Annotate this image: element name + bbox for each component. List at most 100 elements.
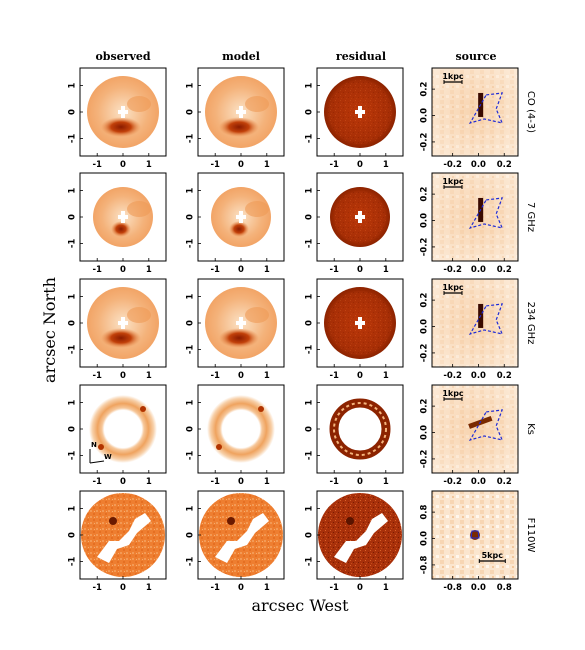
row-label: F110W <box>525 518 536 553</box>
x-tick-label: 0 <box>120 371 126 381</box>
caustic-curve <box>468 409 504 441</box>
north-label: N <box>91 441 97 449</box>
x-tick-label: -1 <box>329 265 339 275</box>
y-tick-label: 0 <box>186 532 196 538</box>
x-tick-label: 0.2 <box>497 371 512 381</box>
x-tick-label: 1 <box>383 477 389 487</box>
col-title-observed: observed <box>95 50 150 63</box>
x-tick-label: 0.2 <box>497 477 512 487</box>
source-texture <box>432 279 518 367</box>
masked-center <box>355 317 365 329</box>
y-tick-label: -0.2 <box>420 133 430 152</box>
ring-knot-sw <box>216 444 222 450</box>
panel-source-row-3: -0.2 0.0 0.2 0.2 0.0 -0.2 1kpc 234 GHz <box>420 278 536 381</box>
lensed-arc-south <box>101 117 141 137</box>
panel-observed-row-5: -1 0 1 1 0 -1 <box>68 490 167 593</box>
y-tick-label: 1 <box>186 400 196 406</box>
x-tick-label: 0 <box>238 371 244 381</box>
y-tick-label: 0.0 <box>420 425 430 440</box>
y-tick-label: -1 <box>186 345 196 355</box>
y-tick-label: 0 <box>305 109 315 115</box>
y-tick-label: 1 <box>305 188 315 194</box>
panel-frame <box>431 384 519 474</box>
panel-grid: -1 0 1 1 0 -1 -1 0 1 1 0 -1 -1 0 1 1 0 -1 -0.2 0.0 0.2 0.2 0.0… <box>68 67 536 593</box>
x-tick-label: -1 <box>329 371 339 381</box>
x-tick-label: 0 <box>238 477 244 487</box>
y-tick-label: 1 <box>68 294 78 300</box>
x-tick-label: 1 <box>383 583 389 593</box>
x-tick-label: 0 <box>357 160 363 170</box>
x-tick-label: -1 <box>210 583 220 593</box>
y-tick-label: 0 <box>68 320 78 326</box>
y-tick-label: -1 <box>305 239 315 249</box>
y-tick-label: 0 <box>68 426 78 432</box>
x-tick-label: -0.8 <box>443 583 462 593</box>
panel-source-row-4: -0.2 0.0 0.2 0.2 0.0 -0.2 1kpc Ks <box>420 384 536 487</box>
x-tick-label: -1 <box>92 371 102 381</box>
panel-source-row-2: -0.2 0.0 0.2 0.2 0.0 -0.2 1kpc 7 GHz <box>420 172 536 275</box>
masked-center <box>236 317 246 329</box>
x-tick-label: 0 <box>238 265 244 275</box>
masked-lens-galaxy <box>334 513 388 563</box>
y-tick-label: -1 <box>186 557 196 567</box>
y-tick-label: 1 <box>305 294 315 300</box>
panel-model-row-1: -1 0 1 1 0 -1 <box>186 67 285 170</box>
row-label: Ks <box>525 423 536 435</box>
x-tick-label: -1 <box>92 583 102 593</box>
y-tick-label: 1 <box>68 83 78 89</box>
x-tick-label: 0.0 <box>471 371 486 381</box>
y-tick-label: -1 <box>305 451 315 461</box>
panel-source-row-5: -0.8 0.0 0.8 0.8 0.0 -0.8 5kpc F110W <box>420 490 536 593</box>
x-tick-label: -1 <box>210 265 220 275</box>
x-tick-label: 1 <box>146 477 152 487</box>
row-label: CO (4-3) <box>525 91 536 133</box>
x-tick-label: -1 <box>92 160 102 170</box>
x-tick-label: 1 <box>383 160 389 170</box>
x-tick-label: 1 <box>146 371 152 381</box>
x-tick-label: -1 <box>210 477 220 487</box>
panel-residual-row-3: -1 0 1 1 0 -1 <box>305 278 404 381</box>
y-tick-label: 0 <box>68 532 78 538</box>
panel-frame <box>431 67 519 157</box>
compass: NW <box>89 441 112 464</box>
panel-observed-row-3: -1 0 1 1 0 -1 <box>68 278 167 381</box>
lensed-arc-east <box>127 307 151 323</box>
x-tick-label: 0 <box>357 477 363 487</box>
residual-noise-field <box>318 493 402 577</box>
lensed-arc-east <box>127 201 151 217</box>
y-tick-label: 1 <box>68 400 78 406</box>
x-tick-label: 0.0 <box>471 160 486 170</box>
ring-knot-ne <box>140 406 146 412</box>
x-tick-label: -1 <box>329 160 339 170</box>
lensed-arc-east <box>245 201 269 217</box>
x-tick-label: 0 <box>357 265 363 275</box>
masked-lens-galaxy <box>97 513 151 563</box>
y-tick-label: 0 <box>305 320 315 326</box>
x-tick-label: -0.2 <box>443 371 462 381</box>
x-tick-label: -0.2 <box>443 477 462 487</box>
panel-observed-row-2: -1 0 1 1 0 -1 <box>68 172 167 275</box>
ring-knot-ne <box>258 406 264 412</box>
x-tick-label: 1 <box>264 583 270 593</box>
panel-observed-row-4: -1 0 1 1 0 -1 NW <box>68 384 167 487</box>
scale-bar-label: 1kpc <box>442 177 464 186</box>
x-tick-label: -0.2 <box>443 160 462 170</box>
y-tick-label: -1 <box>68 451 78 461</box>
x-tick-label: 0 <box>357 583 363 593</box>
masked-center <box>236 106 246 118</box>
panel-model-row-5: -1 0 1 1 0 -1 <box>186 490 285 593</box>
x-tick-label: 1 <box>264 265 270 275</box>
einstein-ring <box>207 395 275 463</box>
source-texture <box>432 385 518 473</box>
row-label: 7 GHz <box>525 202 536 232</box>
panel-frame <box>431 278 519 368</box>
x-axis-label: arcsec West <box>251 596 349 615</box>
x-tick-label: 0.0 <box>471 265 486 275</box>
x-tick-label: -0.2 <box>443 265 462 275</box>
hst-noise-field <box>81 493 165 577</box>
lensed-arc-south <box>219 328 259 348</box>
x-tick-label: -1 <box>210 160 220 170</box>
x-tick-label: 0 <box>120 477 126 487</box>
panel-residual-row-2: -1 0 1 1 0 -1 <box>305 172 404 275</box>
y-tick-label: -0.2 <box>420 238 430 257</box>
